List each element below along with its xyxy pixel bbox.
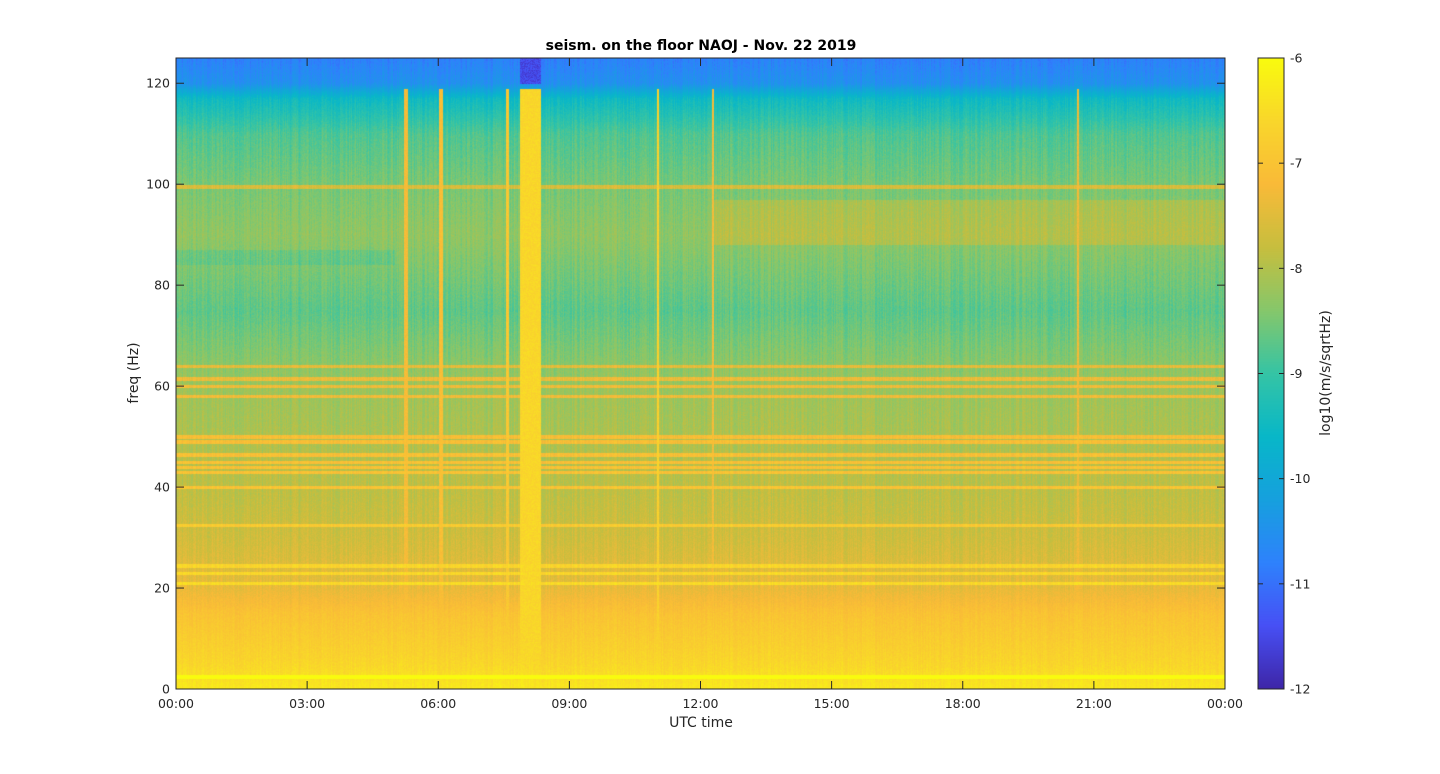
y-tick-label: 40	[154, 480, 170, 495]
y-tick-label: 60	[154, 379, 170, 394]
colorbar-axis: -6 -7 -8 -9 -10 -11 -12	[1258, 51, 1310, 697]
colorbar-tick-label: -12	[1290, 682, 1310, 697]
y-axis: 0 20 40 60 80 100 120	[146, 76, 1225, 697]
x-tick-label: 12:00	[682, 696, 718, 711]
x-tick-label: 00:00	[158, 696, 194, 711]
chart-title: seism. on the floor NAOJ - Nov. 22 2019	[546, 38, 857, 54]
colorbar-tick-label: -8	[1290, 261, 1303, 276]
colorbar-tick-label: -11	[1290, 576, 1310, 591]
y-tick-label: 20	[154, 581, 170, 596]
y-tick-label: 80	[154, 278, 170, 293]
y-tick-label: 0	[162, 682, 170, 697]
y-tick-label: 100	[146, 177, 170, 192]
x-tick-label: 03:00	[289, 696, 325, 711]
y-tick-label: 120	[146, 76, 170, 91]
x-tick-label: 06:00	[420, 696, 456, 711]
colorbar-tick-label: -9	[1290, 366, 1303, 381]
colorbar-label: log10(m/s/sqrtHz)	[1318, 310, 1334, 436]
colorbar-tick-label: -6	[1290, 51, 1303, 66]
x-tick-label: 00:00	[1207, 696, 1243, 711]
x-axis: 00:00 03:00 06:00 09:00 12:00 15:00 18:00 21:00…	[158, 58, 1243, 711]
x-tick-label: 18:00	[945, 696, 981, 711]
x-tick-label: 09:00	[551, 696, 587, 711]
colorbar-tick-label: -7	[1290, 156, 1302, 171]
spectrogram-plot	[176, 58, 1225, 689]
x-axis-label: UTC time	[669, 715, 733, 731]
y-axis-label: freq (Hz)	[126, 342, 142, 403]
x-tick-label: 21:00	[1076, 696, 1112, 711]
x-tick-label: 15:00	[814, 696, 850, 711]
colorbar-tick-label: -10	[1290, 471, 1310, 486]
